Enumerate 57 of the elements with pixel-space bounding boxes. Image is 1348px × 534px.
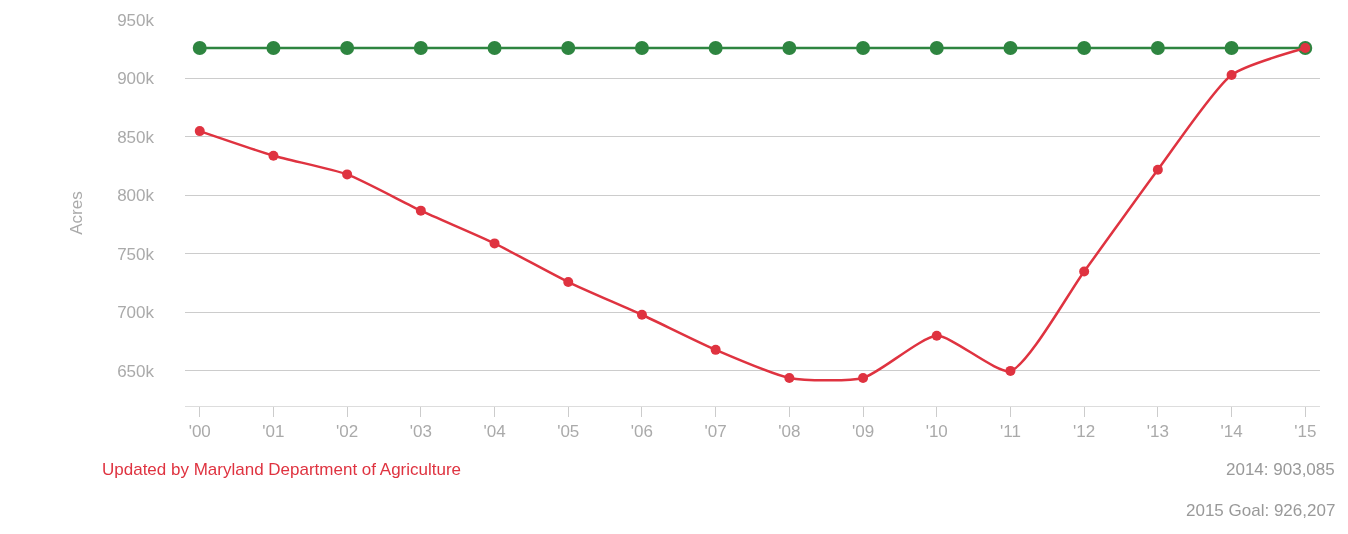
x-tick-label: '11	[1000, 422, 1021, 442]
point	[1077, 41, 1092, 56]
point	[192, 41, 207, 56]
x-tick-label: '05	[557, 422, 580, 442]
point	[1152, 164, 1163, 175]
x-tick-label: '00	[188, 422, 211, 442]
x-tick-label: '03	[409, 422, 432, 442]
point	[710, 344, 721, 355]
y-tick-label: 950k	[117, 10, 155, 30]
y-axis-title: Acres	[66, 191, 86, 235]
point	[931, 330, 942, 341]
point	[1224, 41, 1239, 56]
point	[1003, 41, 1018, 56]
point	[929, 41, 944, 56]
point	[708, 41, 723, 56]
point	[782, 41, 797, 56]
point	[784, 372, 795, 383]
y-tick-label: 850k	[117, 127, 155, 147]
x-tick-label: '08	[778, 422, 801, 442]
x-tick-label: '10	[925, 422, 948, 442]
point	[563, 277, 574, 288]
x-tick-label: '01	[262, 422, 285, 442]
point	[266, 41, 281, 56]
y-tick-label: 900k	[117, 69, 155, 89]
y-tick-label: 800k	[117, 186, 155, 206]
point	[340, 41, 355, 56]
point	[636, 309, 647, 320]
x-tick-label: '02	[336, 422, 359, 442]
point	[194, 126, 205, 137]
point	[858, 372, 869, 383]
y-tick-label: 650k	[117, 361, 155, 381]
point	[342, 169, 353, 180]
x-tick-label: '06	[630, 422, 654, 442]
point	[413, 41, 428, 56]
point	[1150, 41, 1165, 56]
point	[634, 41, 649, 56]
x-tick-label: '07	[704, 422, 727, 442]
y-tick-label: 700k	[117, 303, 155, 323]
point	[489, 238, 500, 249]
x-tick-label: '09	[851, 422, 875, 442]
x-tick-label: '15	[1294, 422, 1317, 442]
x-tick-label: '14	[1220, 422, 1243, 442]
point	[415, 205, 426, 216]
x-tick-label: '13	[1146, 422, 1169, 442]
y-tick-label: 750k	[117, 244, 155, 264]
x-tick-label: '12	[1073, 422, 1096, 442]
point	[856, 41, 871, 56]
point	[1226, 69, 1237, 80]
text: 2015 Goal: 926,207	[1186, 501, 1336, 520]
text: Updated by Maryland Department of Agriculture	[102, 460, 462, 479]
point	[561, 41, 576, 56]
point	[1005, 365, 1016, 376]
point	[268, 150, 279, 161]
text: 2014: 903,085	[1226, 460, 1335, 479]
point	[1079, 266, 1090, 277]
x-tick-label: '04	[483, 422, 506, 442]
point	[487, 41, 502, 56]
